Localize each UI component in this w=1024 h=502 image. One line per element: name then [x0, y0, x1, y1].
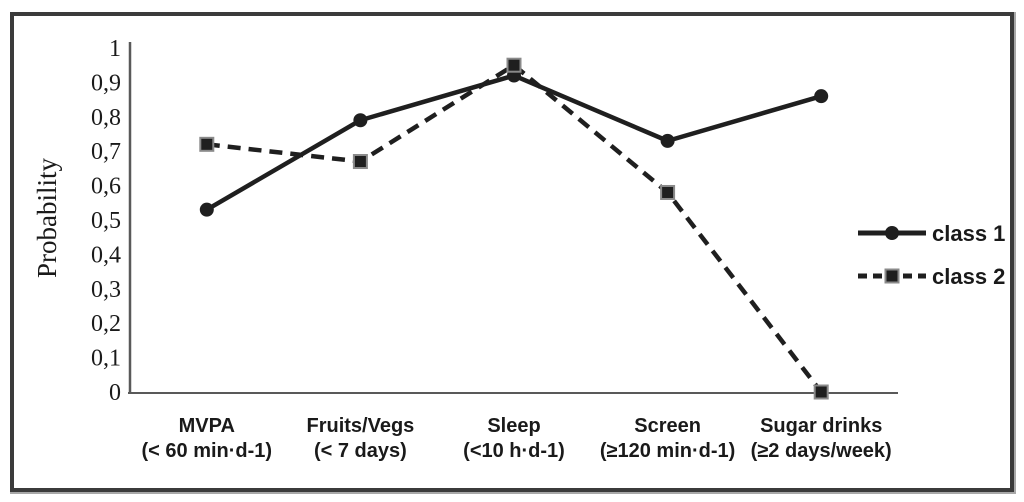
legend-circle-marker [885, 226, 899, 240]
x-category-labels: MVPA (< 60 min·d-1) Fruits/Vegs (< 7 days) S… [142, 415, 892, 462]
x-category-line1: Fruits/Vegs [306, 415, 414, 437]
series-class-1-circle-marker [199, 202, 214, 217]
y-tick-labels: 0 0,1 0,2 0,3 0,4 0,5 0,6 0,7 0,8 0,9 1 [91, 36, 121, 406]
legend-label: class 2 [932, 264, 1005, 289]
x-category-line2: (≥2 days/week) [751, 440, 892, 462]
x-category-line1: Screen [634, 415, 701, 437]
series-class-1-circle-marker [660, 133, 675, 148]
series-class-2-square-marker [660, 184, 676, 200]
x-category-line2: (<10 h·d-1) [463, 440, 565, 462]
series-class-2-line [206, 62, 823, 394]
x-category-label: Sugar drinks (≥2 days/week) [751, 415, 892, 462]
x-category-line2: (≥120 min·d-1) [600, 440, 735, 462]
y-tick-label: 1 [109, 36, 121, 62]
x-category-line1: Sugar drinks [760, 415, 882, 437]
y-tick-label: 0,1 [91, 346, 121, 372]
x-category-label: Screen (≥120 min·d-1) [600, 415, 735, 462]
x-category-label: Fruits/Vegs (< 7 days) [306, 415, 414, 462]
x-category-line1: MVPA [179, 415, 235, 437]
legend: class 1 class 2 [858, 221, 1005, 289]
series-class-2-square-marker [813, 384, 829, 400]
series-class-1-circle-marker [814, 89, 829, 104]
legend-label: class 1 [932, 221, 1005, 246]
y-tick-label: 0 [109, 380, 121, 406]
x-category-label: Sleep (<10 h·d-1) [463, 415, 565, 462]
y-tick-label: 0,4 [91, 242, 121, 268]
series-class-2-square-marker [199, 136, 215, 152]
series-class-1-line [205, 73, 822, 212]
x-category-label: MVPA (< 60 min·d-1) [142, 415, 273, 462]
y-tick-label: 0,9 [91, 70, 121, 96]
y-tick-label: 0,7 [91, 139, 121, 165]
y-tick-label: 0,6 [91, 174, 121, 200]
series-class-2 [199, 57, 829, 400]
legend-item-class-2: class 2 [858, 264, 1005, 289]
figure-border [10, 12, 1014, 492]
legend-item-class-1: class 1 [858, 221, 1005, 246]
x-category-line2: (< 7 days) [314, 440, 407, 462]
series-class-2-square-marker [352, 154, 368, 170]
series-class-1-circle-marker [353, 113, 368, 128]
y-tick-label: 0,2 [91, 311, 121, 337]
series-class-1 [199, 68, 829, 217]
y-tick-label: 0,8 [91, 105, 121, 131]
x-category-line2: (< 60 min·d-1) [142, 440, 273, 462]
y-axis-title: Probability [32, 158, 62, 278]
x-category-line1: Sleep [487, 415, 540, 437]
y-tick-label: 0,5 [91, 208, 121, 234]
axes [128, 42, 898, 394]
y-tick-label: 0,3 [91, 277, 121, 303]
series-class-2-square-marker [506, 57, 522, 73]
legend-square-marker [884, 268, 900, 284]
